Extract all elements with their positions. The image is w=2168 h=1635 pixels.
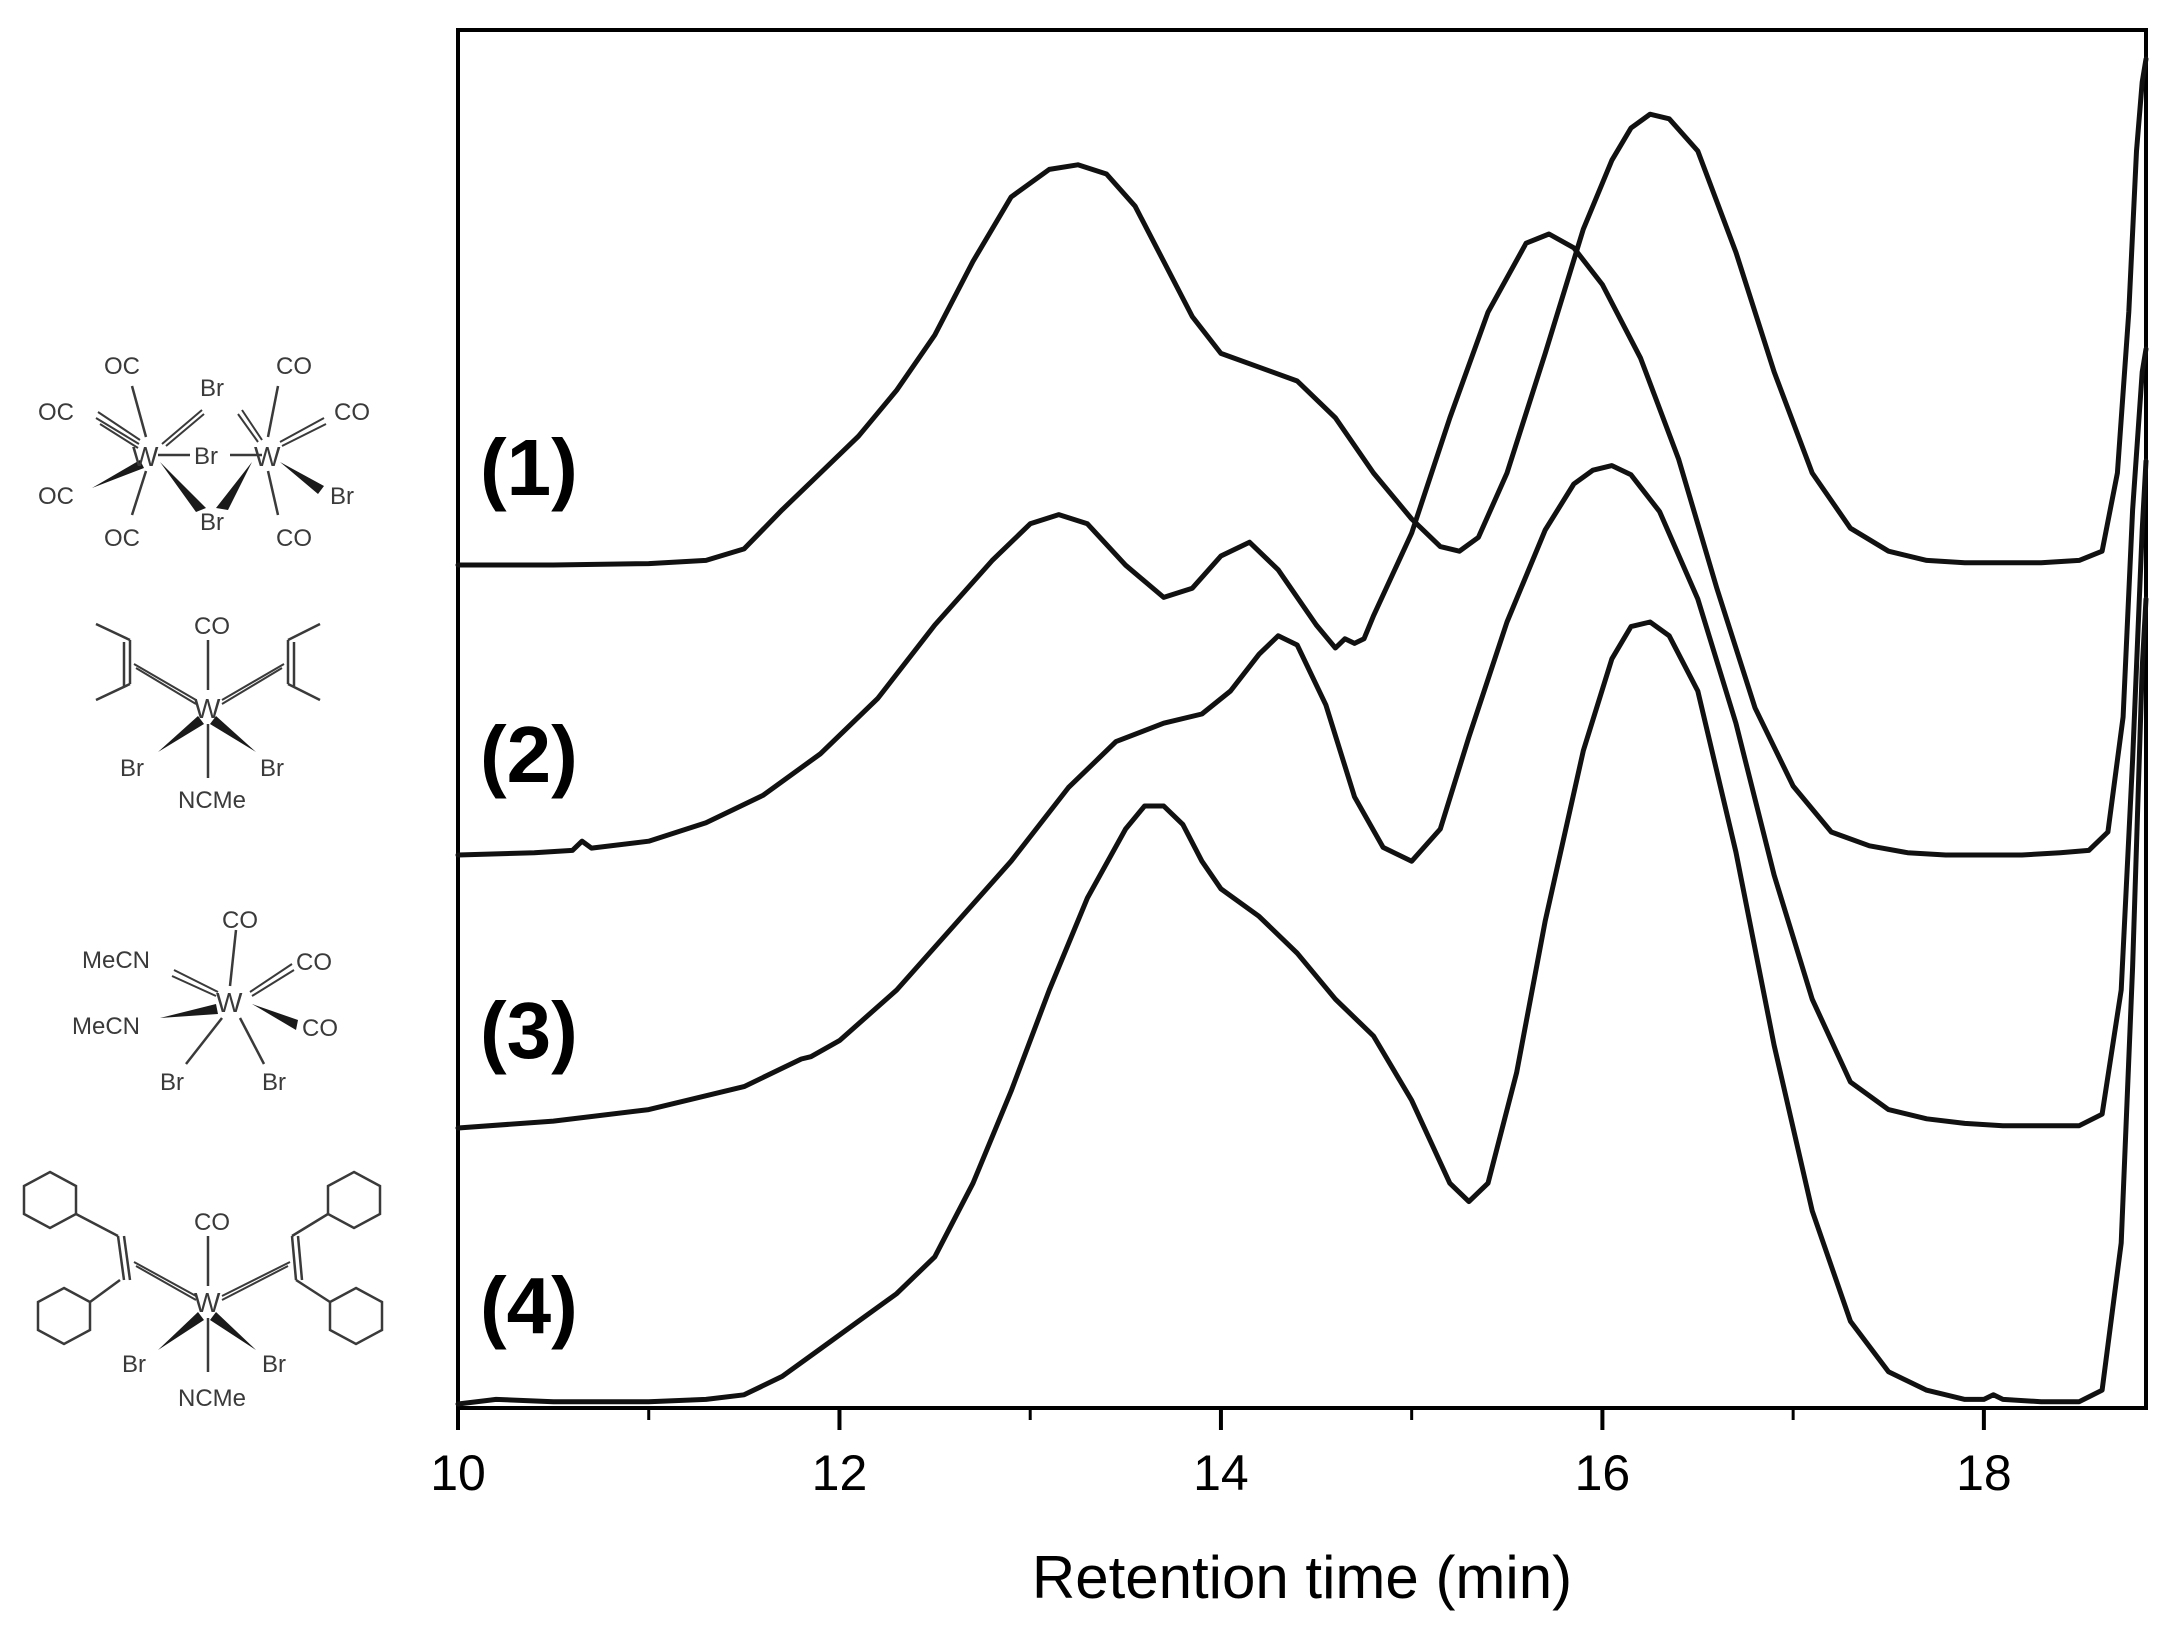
structure-3-br-left: Br xyxy=(160,1069,184,1096)
phenyl-ring xyxy=(36,1286,92,1346)
structure-1-br-top: Br xyxy=(200,375,224,402)
structure-2-ncme: NCMe xyxy=(178,787,246,814)
trace-1 xyxy=(455,56,2149,568)
structure-1-oc-left: OC xyxy=(38,399,74,426)
structure-4-ncme: NCMe xyxy=(178,1385,246,1412)
structure-1-w2: W xyxy=(254,441,281,472)
series-labels: (1) (2) (3) (4) xyxy=(480,423,578,1350)
structure-4-br-left: Br xyxy=(122,1351,146,1378)
structure-1-co-top: CO xyxy=(276,353,312,380)
traces xyxy=(455,56,2149,1407)
structure-4-w: W xyxy=(194,1287,221,1318)
structure-1-br-mid: Br xyxy=(194,443,218,470)
structure-2-br-left: Br xyxy=(120,755,144,782)
structure-1-br-right: Br xyxy=(330,483,354,510)
structure-3-co-top: CO xyxy=(222,907,258,934)
structure-2: CO W Br Br NCMe xyxy=(95,613,321,814)
structure-4: CO W Br Br NCMe xyxy=(22,1170,384,1412)
structure-1-oc-bottom: OC xyxy=(104,525,140,552)
structure-3-co-right2: CO xyxy=(302,1015,338,1042)
structure-3-co-right1: CO xyxy=(296,949,332,976)
x-axis-label: Retention time (min) xyxy=(1032,1544,1572,1611)
structure-4-co: CO xyxy=(194,1209,230,1236)
phenyl-ring xyxy=(328,1286,384,1346)
structure-2-w: W xyxy=(194,693,221,724)
structure-3: CO CO CO MeCN MeCN W Br Br xyxy=(72,907,338,1096)
series-label-4: (4) xyxy=(480,1261,578,1350)
structure-1-oc-lowleft: OC xyxy=(38,483,74,510)
structure-1: OC OC OC OC W Br Br Br W CO CO Br CO xyxy=(38,353,370,552)
structure-1-co-bottom: CO xyxy=(276,525,312,552)
structure-2-br-right: Br xyxy=(260,755,284,782)
structure-2-co: CO xyxy=(194,613,230,640)
phenyl-ring xyxy=(326,1170,382,1230)
trace-3 xyxy=(455,458,2149,1131)
plot-frame xyxy=(456,28,2148,1410)
x-tick-label: 14 xyxy=(1193,1445,1249,1501)
x-tick-label: 12 xyxy=(812,1445,868,1501)
x-tick-label: 16 xyxy=(1575,1445,1631,1501)
structure-3-br-right: Br xyxy=(262,1069,286,1096)
structure-3-mecn-2: MeCN xyxy=(72,1013,140,1040)
structure-4-br-right: Br xyxy=(262,1351,286,1378)
structure-1-co-right: CO xyxy=(334,399,370,426)
structure-1-br-bottom: Br xyxy=(200,509,224,536)
x-axis: 10 12 14 16 18 xyxy=(430,1408,2012,1501)
structure-3-mecn-1: MeCN xyxy=(82,947,150,974)
series-label-3: (3) xyxy=(480,986,578,1075)
x-tick-label: 10 xyxy=(430,1445,486,1501)
series-label-1: (1) xyxy=(480,423,578,512)
x-tick-label: 18 xyxy=(1956,1445,2012,1501)
trace-4 xyxy=(455,596,2149,1407)
structure-3-w: W xyxy=(216,987,243,1018)
series-label-2: (2) xyxy=(480,710,578,799)
phenyl-ring xyxy=(22,1170,78,1230)
structure-1-w1: W xyxy=(132,441,159,472)
trace-2 xyxy=(455,231,2149,858)
structure-1-oc-top: OC xyxy=(104,353,140,380)
